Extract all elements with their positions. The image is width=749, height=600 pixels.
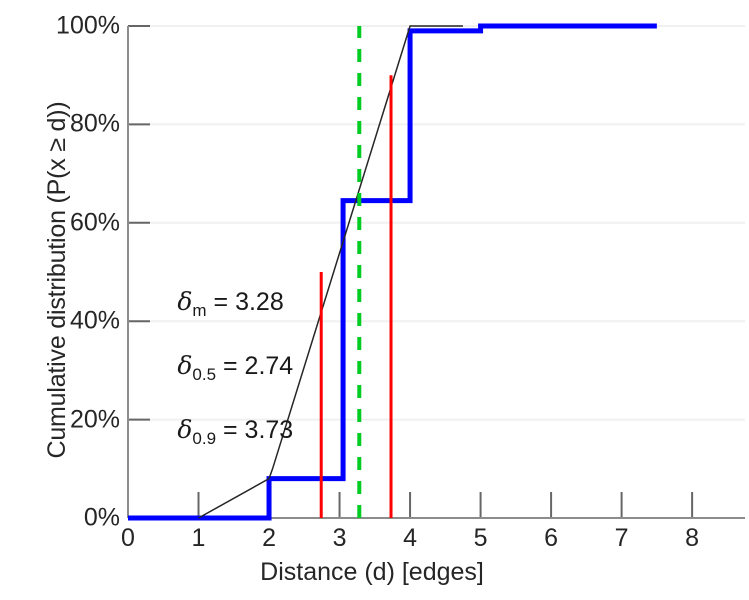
series-empirical-cdf-step xyxy=(128,23,657,521)
x-tick-label: 7 xyxy=(614,524,629,552)
annotation-symbol: δ xyxy=(177,286,193,316)
x-tick-label: 3 xyxy=(332,524,347,552)
x-tick-label: 1 xyxy=(191,524,206,552)
annotation-subscript: 0.9 xyxy=(192,428,217,448)
y-tick-label: 0% xyxy=(83,503,120,532)
x-tick-label: 2 xyxy=(262,524,276,552)
y-tick-label: 60% xyxy=(69,208,120,237)
annotation-symbol: δ xyxy=(177,414,193,444)
x-axis-title: Distance (d) [edges] xyxy=(260,558,484,586)
series-interpolated-cdf xyxy=(198,25,463,519)
x-tick-label: 5 xyxy=(473,524,488,552)
y-tick-label: 20% xyxy=(69,405,120,434)
y-tick-label: 80% xyxy=(69,109,120,138)
annotation-symbol: δ xyxy=(177,350,193,380)
annotation-subscript: 0.5 xyxy=(192,364,217,384)
annotation-value: = 2.74 xyxy=(216,351,294,380)
annotation-0.5: δ0.5 = 2.74 xyxy=(177,351,293,385)
annotation-subscript: m xyxy=(192,300,207,320)
y-tick-label: 100% xyxy=(56,11,120,40)
x-tick-label: 0 xyxy=(121,524,135,552)
annotation-value: = 3.28 xyxy=(206,287,284,316)
x-tick-label: 6 xyxy=(544,524,559,552)
annotation-m: δm = 3.28 xyxy=(177,287,283,321)
annotation-value: = 3.73 xyxy=(216,415,294,444)
x-tick-label: 4 xyxy=(403,524,417,552)
x-tick-label: 8 xyxy=(685,524,700,552)
y-tick-label: 40% xyxy=(69,306,120,335)
data-series-group xyxy=(128,23,657,521)
y-axis-tick-labels: 0% 20% 40% 60% 80% 100% xyxy=(0,0,120,600)
annotation-0.9: δ0.9 = 3.73 xyxy=(177,415,293,449)
y-axis-title: Cumulative distribution (P(x ≥ d)) xyxy=(42,101,71,459)
